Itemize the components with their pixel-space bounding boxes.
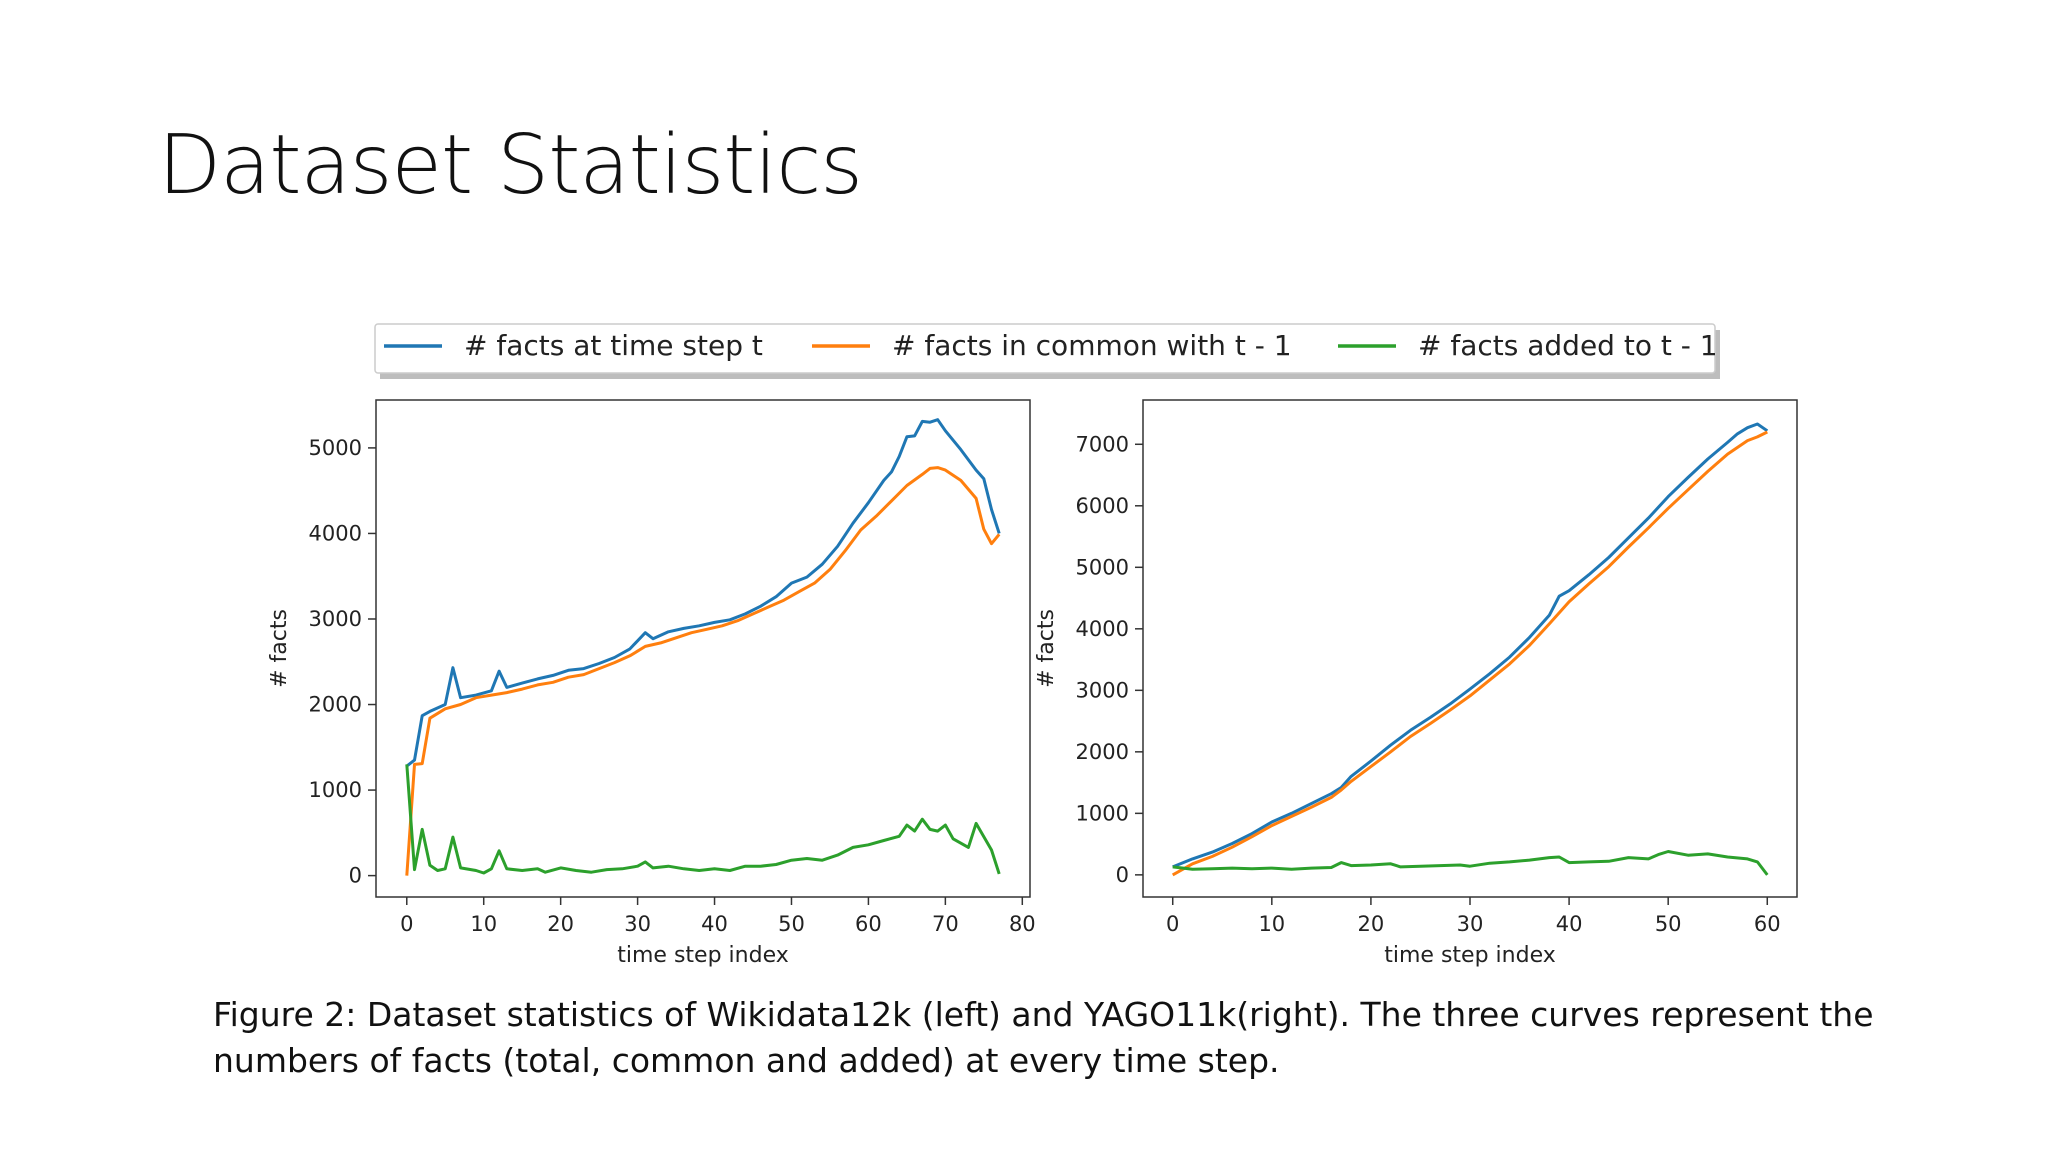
y-tick-label-right: 1000	[1076, 801, 1129, 825]
figure-caption: Figure 2: Dataset statistics of Wikidata…	[213, 992, 1874, 1084]
plot-frame-right	[1142, 399, 1798, 898]
x-tick-label-right: 60	[1754, 912, 1781, 936]
legend-label-added: # facts added to t - 1	[1418, 329, 1718, 362]
y-tick-label-left: 1000	[309, 778, 362, 802]
chart-yago11k: 0 10 20 30 40 50 60 0 1000 2000 3000 4000 5000 6000 70…	[1034, 399, 1798, 968]
y-tick-label-left: 0	[349, 864, 362, 888]
series-line-total-left	[405, 418, 1001, 768]
y-tick-label-right: 5000	[1076, 555, 1129, 579]
x-tick-label-right: 0	[1166, 912, 1179, 936]
legend: # facts at time step t # facts in common…	[374, 323, 1720, 379]
x-tick-label-left: 10	[470, 912, 497, 936]
x-tick-label-left: 60	[855, 912, 882, 936]
y-tick-label-right: 7000	[1076, 432, 1129, 456]
x-axis-label-left: time step index	[617, 943, 788, 968]
y-tick-label-left: 2000	[309, 693, 362, 717]
series-line-total-right	[1172, 422, 1769, 869]
x-tick-label-left: 70	[932, 912, 959, 936]
x-tick-label-right: 20	[1358, 912, 1385, 936]
y-tick-label-left: 3000	[309, 607, 362, 631]
y-tick-label-right: 2000	[1076, 740, 1129, 764]
caption-line-1: Figure 2: Dataset statistics of Wikidata…	[213, 995, 1874, 1034]
x-tick-label-left: 30	[624, 912, 651, 936]
x-tick-label-left: 80	[1009, 912, 1036, 936]
x-tick-label-left: 0	[400, 912, 413, 936]
legend-box	[374, 323, 1716, 374]
x-axis-label-right: time step index	[1384, 943, 1555, 968]
chart-wikidata12k: 0 10 20 30 40 50 60 70 80 0 1000 2000 3000 4000 5000 ti…	[267, 399, 1036, 968]
y-axis-label-right: # facts	[1034, 609, 1059, 688]
x-tick-label-right: 40	[1556, 912, 1583, 936]
y-tick-label-right: 6000	[1076, 494, 1129, 518]
x-tick-label-right: 50	[1655, 912, 1682, 936]
plot-frame-left	[375, 399, 1031, 898]
series-line-common-right	[1171, 430, 1768, 877]
series-line-common-left	[405, 466, 1001, 876]
x-tick-label-right: 10	[1258, 912, 1285, 936]
y-tick-label-right: 4000	[1076, 617, 1129, 641]
legend-label-common: # facts in common with t - 1	[892, 329, 1292, 362]
y-tick-label-right: 0	[1116, 863, 1129, 887]
caption-line-2: numbers of facts (total, common and adde…	[213, 1041, 1280, 1080]
y-tick-label-right: 3000	[1076, 678, 1129, 702]
y-tick-label-left: 5000	[309, 436, 362, 460]
y-tick-label-left: 4000	[309, 521, 362, 545]
series-line-added-right	[1172, 850, 1769, 876]
slide-title: Dataset Statistics	[158, 118, 863, 213]
legend-label-total: # facts at time step t	[464, 329, 763, 362]
x-tick-label-left: 40	[701, 912, 728, 936]
x-tick-label-left: 20	[547, 912, 574, 936]
series-line-added-left	[405, 764, 1001, 875]
x-tick-label-right: 30	[1457, 912, 1484, 936]
y-axis-label-left: # facts	[267, 609, 292, 688]
x-tick-label-left: 50	[778, 912, 805, 936]
